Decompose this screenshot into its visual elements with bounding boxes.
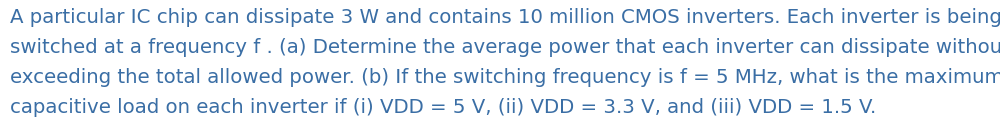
Text: A particular IC chip can dissipate 3 W and contains 10 million CMOS inverters. E: A particular IC chip can dissipate 3 W a… [10,8,1000,27]
Text: capacitive load on each inverter if (i) VDD = 5 V, (ii) VDD = 3.3 V, and (iii) V: capacitive load on each inverter if (i) … [10,98,876,117]
Text: switched at a frequency f . (a) Determine the average power that each inverter c: switched at a frequency f . (a) Determin… [10,38,1000,57]
Text: exceeding the total allowed power. (b) If the switching frequency is f = 5 MHz, : exceeding the total allowed power. (b) I… [10,68,1000,87]
